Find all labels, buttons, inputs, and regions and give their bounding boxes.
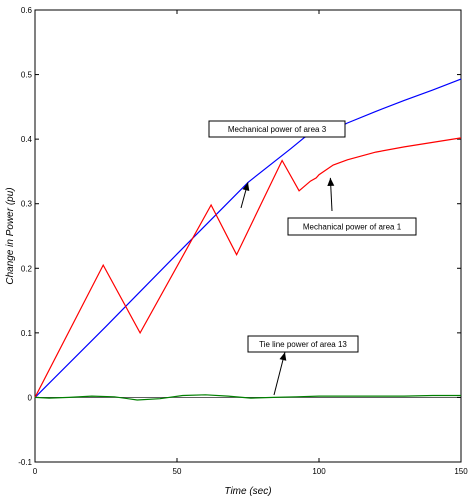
y-tick-label: 0.4 [21, 135, 33, 144]
annotation-label: Mechanical power of area 1 [303, 223, 402, 232]
y-tick-label: 0.1 [21, 329, 33, 338]
annotation-arrowhead [242, 182, 250, 191]
y-tick-label: 0.5 [21, 71, 33, 80]
y-tick-label: -0.1 [18, 458, 32, 467]
annotation-2: Mechanical power of area 1 [287, 177, 417, 236]
x-tick-label: 100 [312, 467, 326, 476]
plot-area [34, 9, 462, 463]
series-line-3 [34, 394, 461, 401]
y-tick-label: 0 [28, 393, 33, 402]
x-axis-label: Time (sec) [224, 486, 271, 497]
y-axis-label: Change in Power (pu) [5, 187, 16, 284]
y-tick-label: 0.3 [21, 200, 33, 209]
x-tick-label: 150 [454, 467, 468, 476]
annotation-box [247, 335, 359, 353]
annotation-box [287, 217, 417, 236]
x-tick-label: 0 [33, 467, 38, 476]
annotation-arrowhead [327, 177, 335, 186]
series-line-2 [34, 137, 462, 398]
annotation-arrowhead [279, 352, 287, 361]
annotation-label: Mechanical power of area 3 [228, 125, 327, 134]
annotation-1: Mechanical power of area 3 [208, 120, 346, 209]
annotation-3: Tie line power of area 13 [247, 335, 359, 396]
annotation-box [208, 120, 346, 138]
y-tick-label: 0.6 [21, 6, 33, 15]
y-tick-label: 0.2 [21, 264, 33, 273]
x-tick-label: 50 [173, 467, 182, 476]
annotation-label: Tie line power of area 13 [259, 340, 347, 349]
